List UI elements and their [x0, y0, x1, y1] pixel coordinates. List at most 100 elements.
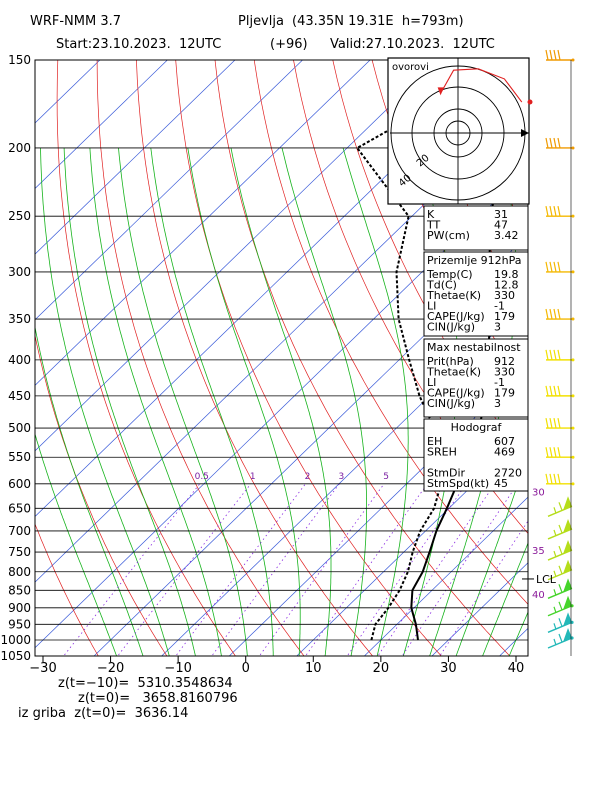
mixing-ratio-line [212, 483, 340, 656]
index-label: CAPE(J/kg) [427, 310, 485, 323]
wind-barb-dot [571, 270, 575, 274]
index-value: 330 [494, 289, 515, 302]
wind-barb [547, 595, 574, 617]
index-label: Thetae(K) [426, 289, 481, 302]
wind-barb-feather [553, 349, 557, 360]
pressure-tick-label: 250 [8, 209, 31, 223]
wind-barb-dot [571, 214, 575, 218]
wind-barb-feather [558, 545, 563, 555]
moist-adiabat-line [40, 147, 170, 656]
pressure-tick-label: 300 [8, 265, 31, 279]
wind-barb-dot [571, 394, 575, 398]
pressure-tick-label: 900 [8, 601, 31, 615]
temp-tick-label: −20 [97, 661, 124, 676]
valid-time: Valid:27.10.2023. 12UTC [330, 37, 495, 52]
wind-barb-feather [553, 529, 557, 537]
pressure-tick-label: 350 [8, 312, 31, 326]
wind-barb-feather [553, 447, 557, 458]
pressure-tick-label: 500 [8, 421, 31, 435]
wind-barb-feather [545, 261, 549, 273]
station-name: Pljevlja [238, 14, 284, 29]
hodograph-indices-panel-title: Hodograf [451, 421, 503, 434]
mixing-ratio-line [259, 483, 385, 656]
general-indices-panel-box [423, 205, 529, 251]
moist-adiabat-line [455, 452, 528, 656]
pressure-tick-label: 550 [8, 450, 31, 464]
mixing-ratio-label: 1 [250, 472, 256, 482]
wind-barb-feather [558, 584, 563, 593]
wind-barb-feather [545, 417, 549, 429]
header: WRF-NMM 3.7 Pljevlja (43.35N 19.31E h=79… [0, 0, 600, 56]
wind-barb-feather [557, 447, 561, 458]
wind-barb-feather [553, 206, 557, 217]
surface-panel-title: Prizemlje 912hPa [427, 254, 522, 267]
wind-barb-dot [571, 58, 575, 62]
wind-barb [545, 473, 575, 486]
isotherm-line [35, 168, 528, 649]
index-value: 912 [494, 355, 515, 368]
wind-barb-feather [553, 49, 557, 61]
index-value: -1 [494, 376, 505, 389]
dry-adiabat-line [35, 333, 168, 656]
wind-barb-feather [545, 473, 549, 484]
z-zero: z(t=0)= 3658.8160796 [78, 691, 238, 706]
moist-adiabat-line [89, 147, 222, 656]
hodograph-title: ovorovi [392, 62, 429, 73]
wind-barb-feather [557, 137, 561, 149]
temp-tick-label: −10 [164, 661, 191, 676]
wind-barb-feather [553, 638, 557, 646]
pressure-tick-label: 450 [8, 389, 31, 403]
wind-speed-labels: 30 35 40 [532, 487, 545, 601]
moist-adiabat-line [342, 147, 409, 656]
wind-barb-feather [558, 565, 563, 574]
wind-barb-feather [549, 473, 553, 484]
index-label: StmSpd(kt) [427, 477, 489, 490]
mixing-ratio-label: 0.5 [195, 472, 209, 482]
index-value: 179 [494, 310, 515, 323]
moist-adiabat-line [230, 147, 332, 656]
wind-barb-feather [545, 206, 549, 217]
dry-adiabat-line [521, 39, 600, 658]
wind-barb [545, 349, 575, 362]
general-indices-panel: K 31 TT 47 PW(cm) 3.42 [423, 205, 529, 251]
wind-barb-feather [549, 261, 553, 273]
wind-barb-feather [558, 601, 563, 610]
max-instability-panel-title: Max nestabilnost [427, 341, 521, 354]
wind-barb-feather [545, 49, 549, 61]
wind-barb [545, 447, 575, 459]
temp-tick-label: 30 [440, 661, 457, 676]
forecast-lead: (+96) [270, 37, 308, 52]
temp-tick-label: 0 [242, 661, 250, 676]
hodograph-trace [440, 68, 523, 103]
index-label: LI [427, 300, 436, 313]
wind-barb-feather [557, 49, 561, 61]
index-label: SREH [427, 446, 457, 459]
wind-barb-flag [563, 578, 572, 593]
moist-adiabat-line [35, 432, 117, 656]
wind-barb-flag [563, 540, 572, 555]
index-label: Td(C) [426, 279, 457, 292]
dry-adiabat-line [35, 522, 99, 656]
lcl-marker: LCL [522, 573, 557, 586]
wind-barb-dot [571, 146, 575, 150]
index-label: CAPE(J/kg) [427, 387, 485, 400]
wind-barb-flag [563, 496, 572, 511]
wind-barb-flag [563, 559, 572, 574]
mixing-ratio-label: 3 [339, 472, 345, 482]
wind-barb-feather [549, 417, 553, 429]
wind-barb-feather [553, 137, 557, 149]
pressure-tick-label: 150 [8, 53, 31, 67]
isotherm-line [35, 60, 168, 190]
wind-speed-label: 35 [532, 546, 545, 557]
moist-adiabat-line [35, 324, 144, 656]
mixing-ratio-line [402, 483, 519, 656]
wind-barb [547, 496, 573, 517]
wind-barb-dot [571, 482, 575, 486]
isotherm-line [363, 496, 528, 656]
wind-barb-feather [558, 633, 563, 643]
mixing-ratio-line [347, 483, 467, 656]
wind-barb-feather [557, 206, 561, 217]
wind-barb-feather [553, 261, 557, 273]
z-grib: iz griba z(t=0)= 3636.14 [18, 706, 189, 721]
